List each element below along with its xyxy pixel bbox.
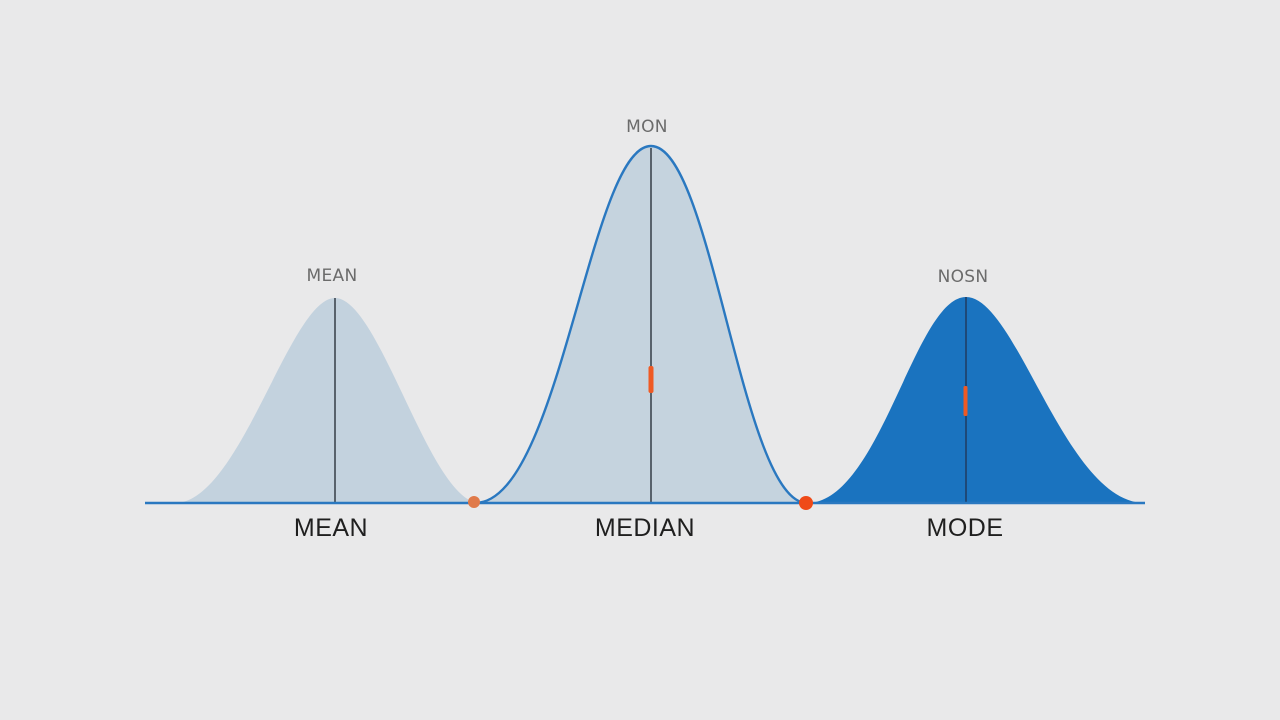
curve-mean: MEAN — [175, 266, 480, 503]
curve-mode-peak-label: NOSN — [938, 267, 989, 287]
curve-mode-marker — [963, 386, 968, 416]
curve-median-fill — [475, 146, 807, 503]
curve-median-marker — [648, 366, 654, 393]
curve-mean-peak-label: MEAN — [307, 266, 358, 286]
label-mode: MODE — [927, 514, 1004, 542]
label-median: MEDIAN — [595, 514, 695, 542]
curve-mode: NOSN — [807, 267, 1145, 503]
curve-mode-fill — [807, 297, 1145, 503]
curve-mean-fill — [175, 298, 480, 503]
curve-median: MON — [474, 117, 808, 505]
dot-between-mean-median — [468, 496, 480, 508]
curve-median-peak-label: MON — [626, 117, 668, 137]
label-mean: MEAN — [294, 514, 368, 542]
curve-median-outline — [474, 144, 808, 505]
dot-between-median-mode — [799, 496, 813, 510]
